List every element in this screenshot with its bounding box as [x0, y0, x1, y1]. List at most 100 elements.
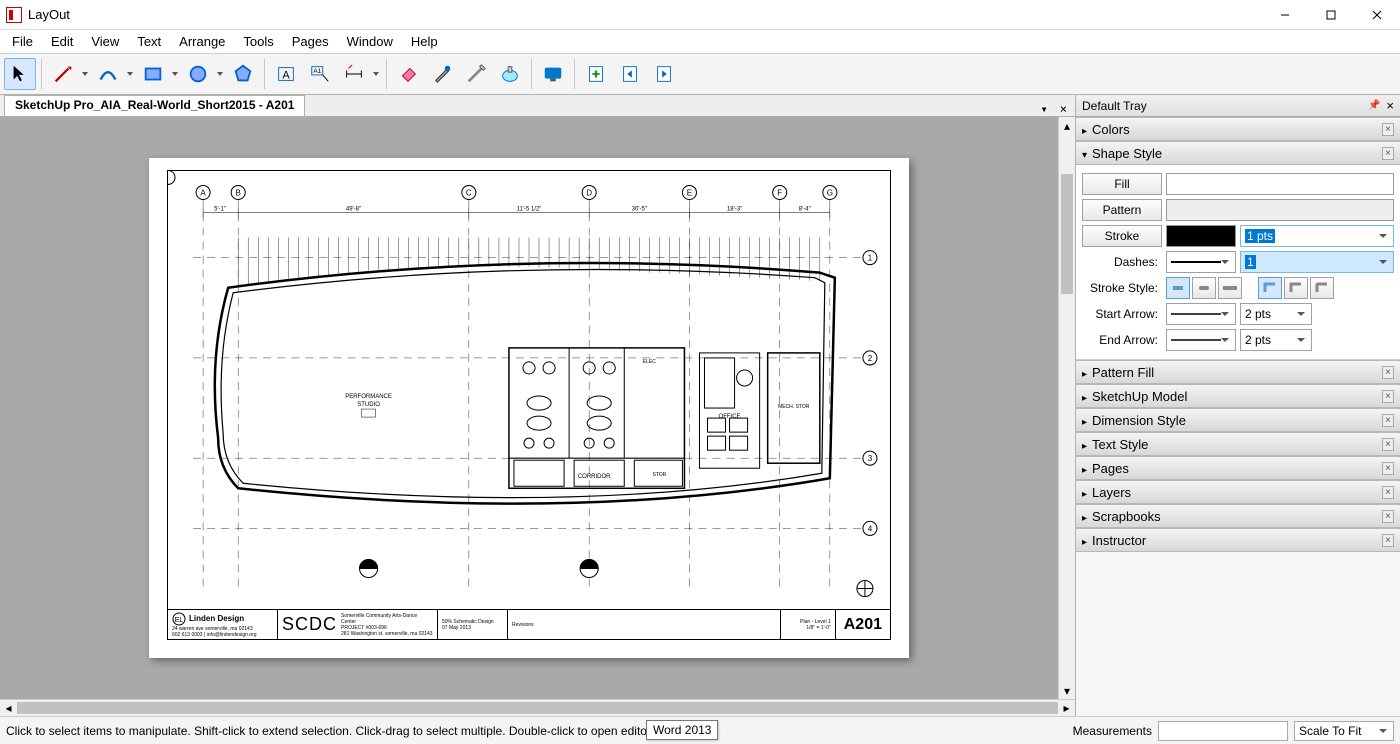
label-tool[interactable]: A1 [304, 58, 336, 90]
svg-text:EL: EL [175, 617, 184, 624]
panel-dimension-style[interactable]: Dimension Style× [1076, 408, 1400, 432]
menu-file[interactable]: File [4, 32, 41, 51]
svg-text:5'-1": 5'-1" [214, 207, 226, 213]
pattern-toggle[interactable]: Pattern [1082, 199, 1162, 221]
line-tool[interactable] [47, 58, 79, 90]
maximize-button[interactable] [1308, 0, 1354, 30]
arc-tool[interactable] [92, 58, 124, 90]
menu-text[interactable]: Text [129, 32, 169, 51]
menu-pages[interactable]: Pages [284, 32, 337, 51]
menu-arrange[interactable]: Arrange [171, 32, 233, 51]
stroke-color-swatch[interactable] [1166, 225, 1236, 247]
join-bevel[interactable] [1310, 277, 1334, 299]
dimension-tool[interactable] [338, 58, 370, 90]
minimize-button[interactable] [1262, 0, 1308, 30]
stroke-toggle[interactable]: Stroke [1082, 225, 1162, 247]
end-arrow-style[interactable] [1166, 329, 1236, 351]
menu-tools[interactable]: Tools [235, 32, 281, 51]
svg-text:11'-5 1/2": 11'-5 1/2" [517, 207, 542, 213]
menubar: File Edit View Text Arrange Tools Pages … [0, 30, 1400, 54]
panel-instructor[interactable]: Instructor× [1076, 528, 1400, 552]
svg-text:18'-3": 18'-3" [727, 207, 742, 213]
pattern-swatch[interactable] [1166, 199, 1394, 221]
next-page-button[interactable] [648, 58, 680, 90]
menu-help[interactable]: Help [403, 32, 446, 51]
style-tool[interactable] [426, 58, 458, 90]
scale-dropdown[interactable]: Scale To Fit [1294, 721, 1394, 741]
svg-text:30'-5": 30'-5" [632, 207, 647, 213]
panel-text-style[interactable]: Text Style× [1076, 432, 1400, 456]
tab-list-button[interactable]: ▾ [1037, 102, 1052, 116]
arc-tool-dropdown[interactable] [124, 58, 135, 90]
rectangle-tool-dropdown[interactable] [169, 58, 180, 90]
hscroll-thumb[interactable] [17, 702, 1058, 714]
panel-layers[interactable]: Layers× [1076, 480, 1400, 504]
document-tab[interactable]: SketchUp Pro_AIA_Real-World_Short2015 - … [4, 95, 305, 116]
eraser-tool[interactable] [392, 58, 424, 90]
menu-view[interactable]: View [83, 32, 127, 51]
fill-toggle[interactable]: Fill [1082, 173, 1162, 195]
panel-shape-style-close[interactable]: × [1382, 147, 1394, 160]
dashes-scale-field[interactable]: 1 [1240, 251, 1394, 273]
panel-scrapbooks[interactable]: Scrapbooks× [1076, 504, 1400, 528]
tray-close-button[interactable]: × [1386, 98, 1394, 113]
cap-flat[interactable] [1166, 277, 1190, 299]
dimension-tool-dropdown[interactable] [370, 58, 381, 90]
join-tool[interactable] [494, 58, 526, 90]
menu-window[interactable]: Window [339, 32, 401, 51]
split-tool[interactable] [460, 58, 492, 90]
join-round[interactable] [1284, 277, 1308, 299]
svg-text:G: G [827, 188, 833, 197]
select-tool[interactable] [4, 58, 36, 90]
svg-text:E: E [687, 188, 692, 197]
svg-text:PERFORMANCE: PERFORMANCE [345, 394, 392, 400]
rectangle-tool[interactable] [137, 58, 169, 90]
stroke-width-field[interactable]: 1 pts [1240, 225, 1394, 247]
panel-colors-close[interactable]: × [1382, 123, 1394, 136]
pin-icon[interactable]: 📌 [1368, 100, 1380, 111]
line-tool-dropdown[interactable] [79, 58, 90, 90]
panel-sketchup-model[interactable]: SketchUp Model× [1076, 384, 1400, 408]
panel-shape-style[interactable]: Shape Style× [1076, 141, 1400, 165]
add-page-button[interactable] [580, 58, 612, 90]
join-style-group [1258, 277, 1334, 299]
scroll-up-arrow[interactable]: ▴ [1059, 117, 1075, 134]
polygon-tool[interactable] [227, 58, 259, 90]
circle-tool-dropdown[interactable] [214, 58, 225, 90]
document-area: SketchUp Pro_AIA_Real-World_Short2015 - … [0, 95, 1075, 716]
vscroll-thumb[interactable] [1061, 174, 1073, 294]
end-arrow-size[interactable]: 2 pts [1240, 329, 1312, 351]
start-arrow-style[interactable] [1166, 303, 1236, 325]
scroll-left-arrow[interactable]: ◂ [0, 700, 17, 716]
svg-text:CORRIDOR: CORRIDOR [578, 474, 611, 480]
panel-colors[interactable]: Colors× [1076, 117, 1400, 141]
panel-pattern-fill[interactable]: Pattern Fill× [1076, 360, 1400, 384]
cap-round[interactable] [1192, 277, 1216, 299]
presentation-tool[interactable] [537, 58, 569, 90]
join-miter[interactable] [1258, 277, 1282, 299]
svg-text:1: 1 [868, 254, 873, 263]
start-arrow-size[interactable]: 2 pts [1240, 303, 1312, 325]
menu-edit[interactable]: Edit [43, 32, 81, 51]
svg-text:B: B [236, 188, 241, 197]
horizontal-scrollbar[interactable]: ◂ ▸ [0, 699, 1075, 716]
shape-style-body: Fill Pattern Stroke 1 pts Dashes: 1 Stro… [1076, 165, 1400, 360]
panel-pages[interactable]: Pages× [1076, 456, 1400, 480]
status-tip: Click to select items to manipulate. Shi… [6, 724, 1067, 738]
dashes-style-field[interactable] [1166, 251, 1236, 273]
prev-page-button[interactable] [614, 58, 646, 90]
canvas[interactable]: A B C D E F G 1 [0, 117, 1058, 699]
title-block: ELLinden Design 24 warren ave somerville… [168, 609, 890, 639]
scroll-down-arrow[interactable]: ▾ [1059, 682, 1075, 699]
svg-text:A: A [200, 188, 206, 197]
cap-style-group [1166, 277, 1242, 299]
measurements-input[interactable] [1158, 721, 1288, 741]
circle-tool[interactable] [182, 58, 214, 90]
vertical-scrollbar[interactable]: ▴ ▾ [1058, 117, 1075, 699]
fill-swatch[interactable] [1166, 173, 1394, 195]
text-tool[interactable]: A [270, 58, 302, 90]
scroll-right-arrow[interactable]: ▸ [1058, 700, 1075, 716]
tab-close-button[interactable]: × [1056, 102, 1071, 116]
cap-square[interactable] [1218, 277, 1242, 299]
close-button[interactable] [1354, 0, 1400, 30]
